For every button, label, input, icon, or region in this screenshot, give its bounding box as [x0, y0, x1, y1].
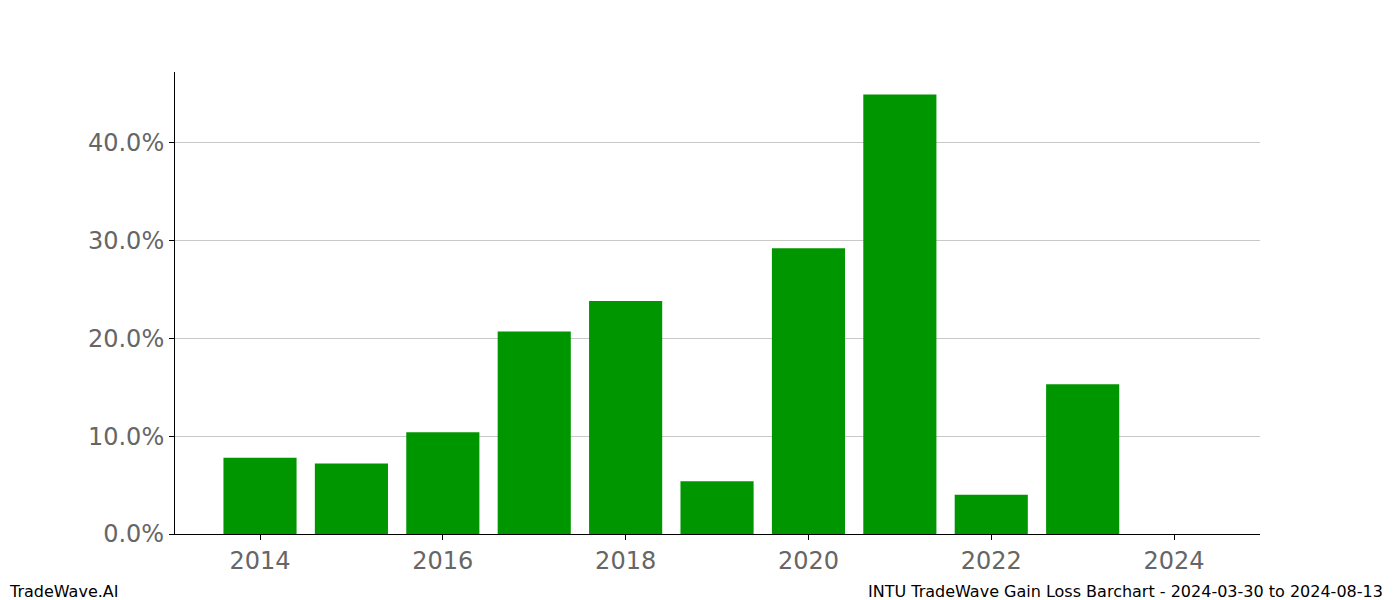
svg-text:40.0%: 40.0%	[88, 129, 164, 157]
svg-text:10.0%: 10.0%	[88, 423, 164, 451]
svg-text:2020: 2020	[778, 547, 839, 575]
svg-text:2022: 2022	[961, 547, 1022, 575]
svg-text:2018: 2018	[595, 547, 656, 575]
svg-text:0.0%: 0.0%	[103, 520, 164, 548]
svg-text:2024: 2024	[1144, 547, 1205, 575]
svg-text:20.0%: 20.0%	[88, 325, 164, 353]
svg-text:30.0%: 30.0%	[88, 227, 164, 255]
svg-text:2016: 2016	[412, 547, 473, 575]
svg-text:INTU TradeWave Gain Loss Barch: INTU TradeWave Gain Loss Barchart - 2024…	[868, 582, 1383, 600]
svg-text:2014: 2014	[229, 547, 290, 575]
svg-text:TradeWave.AI: TradeWave.AI	[9, 582, 118, 600]
